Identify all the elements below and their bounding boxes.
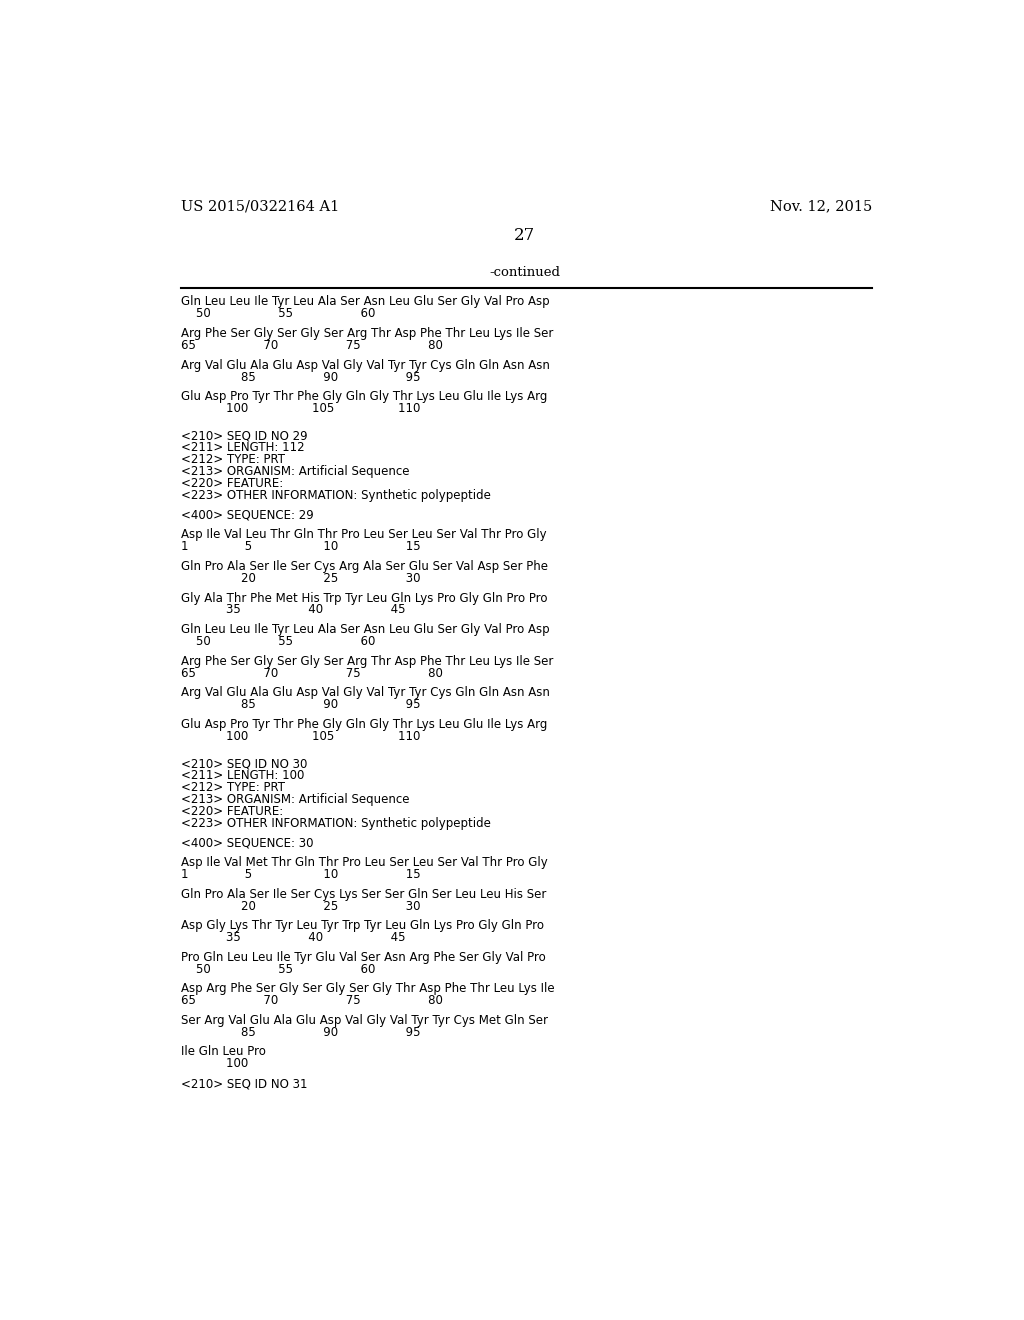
Text: 35                  40                  45: 35 40 45 bbox=[180, 603, 406, 616]
Text: <213> ORGANISM: Artificial Sequence: <213> ORGANISM: Artificial Sequence bbox=[180, 793, 410, 807]
Text: 100                 105                 110: 100 105 110 bbox=[180, 403, 420, 414]
Text: 85                  90                  95: 85 90 95 bbox=[180, 1026, 420, 1039]
Text: 1               5                   10                  15: 1 5 10 15 bbox=[180, 540, 420, 553]
Text: <400> SEQUENCE: 29: <400> SEQUENCE: 29 bbox=[180, 508, 313, 521]
Text: 50                  55                  60: 50 55 60 bbox=[180, 962, 375, 975]
Text: 27: 27 bbox=[514, 227, 536, 244]
Text: Ile Gln Leu Pro: Ile Gln Leu Pro bbox=[180, 1045, 265, 1059]
Text: <223> OTHER INFORMATION: Synthetic polypeptide: <223> OTHER INFORMATION: Synthetic polyp… bbox=[180, 817, 490, 830]
Text: 85                  90                  95: 85 90 95 bbox=[180, 371, 420, 384]
Text: Asp Gly Lys Thr Tyr Leu Tyr Trp Tyr Leu Gln Lys Pro Gly Gln Pro: Asp Gly Lys Thr Tyr Leu Tyr Trp Tyr Leu … bbox=[180, 919, 544, 932]
Text: 100                 105                 110: 100 105 110 bbox=[180, 730, 420, 743]
Text: 35                  40                  45: 35 40 45 bbox=[180, 931, 406, 944]
Text: -continued: -continued bbox=[489, 265, 560, 279]
Text: <211> LENGTH: 112: <211> LENGTH: 112 bbox=[180, 441, 304, 454]
Text: Gln Leu Leu Ile Tyr Leu Ala Ser Asn Leu Glu Ser Gly Val Pro Asp: Gln Leu Leu Ile Tyr Leu Ala Ser Asn Leu … bbox=[180, 296, 549, 309]
Text: <211> LENGTH: 100: <211> LENGTH: 100 bbox=[180, 770, 304, 781]
Text: 20                  25                  30: 20 25 30 bbox=[180, 899, 420, 912]
Text: Arg Val Glu Ala Glu Asp Val Gly Val Tyr Tyr Cys Gln Gln Asn Asn: Arg Val Glu Ala Glu Asp Val Gly Val Tyr … bbox=[180, 359, 550, 372]
Text: <220> FEATURE:: <220> FEATURE: bbox=[180, 805, 283, 818]
Text: <212> TYPE: PRT: <212> TYPE: PRT bbox=[180, 453, 285, 466]
Text: 65                  70                  75                  80: 65 70 75 80 bbox=[180, 339, 442, 352]
Text: Gln Pro Ala Ser Ile Ser Cys Lys Ser Ser Gln Ser Leu Leu His Ser: Gln Pro Ala Ser Ile Ser Cys Lys Ser Ser … bbox=[180, 887, 546, 900]
Text: Nov. 12, 2015: Nov. 12, 2015 bbox=[770, 199, 872, 213]
Text: 1               5                   10                  15: 1 5 10 15 bbox=[180, 869, 420, 880]
Text: <220> FEATURE:: <220> FEATURE: bbox=[180, 478, 283, 490]
Text: Arg Val Glu Ala Glu Asp Val Gly Val Tyr Tyr Cys Gln Gln Asn Asn: Arg Val Glu Ala Glu Asp Val Gly Val Tyr … bbox=[180, 686, 550, 700]
Text: <400> SEQUENCE: 30: <400> SEQUENCE: 30 bbox=[180, 837, 313, 849]
Text: Glu Asp Pro Tyr Thr Phe Gly Gln Gly Thr Lys Leu Glu Ile Lys Arg: Glu Asp Pro Tyr Thr Phe Gly Gln Gly Thr … bbox=[180, 391, 547, 403]
Text: Glu Asp Pro Tyr Thr Phe Gly Gln Gly Thr Lys Leu Glu Ile Lys Arg: Glu Asp Pro Tyr Thr Phe Gly Gln Gly Thr … bbox=[180, 718, 547, 731]
Text: 20                  25                  30: 20 25 30 bbox=[180, 572, 420, 585]
Text: Gly Ala Thr Phe Met His Trp Tyr Leu Gln Lys Pro Gly Gln Pro Pro: Gly Ala Thr Phe Met His Trp Tyr Leu Gln … bbox=[180, 591, 547, 605]
Text: Arg Phe Ser Gly Ser Gly Ser Arg Thr Asp Phe Thr Leu Lys Ile Ser: Arg Phe Ser Gly Ser Gly Ser Arg Thr Asp … bbox=[180, 327, 553, 341]
Text: 100: 100 bbox=[180, 1057, 248, 1071]
Text: 50                  55                  60: 50 55 60 bbox=[180, 308, 375, 321]
Text: 65                  70                  75                  80: 65 70 75 80 bbox=[180, 994, 442, 1007]
Text: Gln Pro Ala Ser Ile Ser Cys Arg Ala Ser Glu Ser Val Asp Ser Phe: Gln Pro Ala Ser Ile Ser Cys Arg Ala Ser … bbox=[180, 560, 548, 573]
Text: Ser Arg Val Glu Ala Glu Asp Val Gly Val Tyr Tyr Cys Met Gln Ser: Ser Arg Val Glu Ala Glu Asp Val Gly Val … bbox=[180, 1014, 548, 1027]
Text: Asp Ile Val Leu Thr Gln Thr Pro Leu Ser Leu Ser Val Thr Pro Gly: Asp Ile Val Leu Thr Gln Thr Pro Leu Ser … bbox=[180, 528, 547, 541]
Text: 85                  90                  95: 85 90 95 bbox=[180, 698, 420, 711]
Text: <213> ORGANISM: Artificial Sequence: <213> ORGANISM: Artificial Sequence bbox=[180, 465, 410, 478]
Text: 50                  55                  60: 50 55 60 bbox=[180, 635, 375, 648]
Text: Asp Arg Phe Ser Gly Ser Gly Ser Gly Thr Asp Phe Thr Leu Lys Ile: Asp Arg Phe Ser Gly Ser Gly Ser Gly Thr … bbox=[180, 982, 554, 995]
Text: <210> SEQ ID NO 31: <210> SEQ ID NO 31 bbox=[180, 1077, 307, 1090]
Text: Asp Ile Val Met Thr Gln Thr Pro Leu Ser Leu Ser Val Thr Pro Gly: Asp Ile Val Met Thr Gln Thr Pro Leu Ser … bbox=[180, 855, 548, 869]
Text: <210> SEQ ID NO 29: <210> SEQ ID NO 29 bbox=[180, 429, 307, 442]
Text: <212> TYPE: PRT: <212> TYPE: PRT bbox=[180, 781, 285, 793]
Text: US 2015/0322164 A1: US 2015/0322164 A1 bbox=[180, 199, 339, 213]
Text: 65                  70                  75                  80: 65 70 75 80 bbox=[180, 667, 442, 680]
Text: <223> OTHER INFORMATION: Synthetic polypeptide: <223> OTHER INFORMATION: Synthetic polyp… bbox=[180, 490, 490, 502]
Text: Gln Leu Leu Ile Tyr Leu Ala Ser Asn Leu Glu Ser Gly Val Pro Asp: Gln Leu Leu Ile Tyr Leu Ala Ser Asn Leu … bbox=[180, 623, 549, 636]
Text: <210> SEQ ID NO 30: <210> SEQ ID NO 30 bbox=[180, 758, 307, 770]
Text: Arg Phe Ser Gly Ser Gly Ser Arg Thr Asp Phe Thr Leu Lys Ile Ser: Arg Phe Ser Gly Ser Gly Ser Arg Thr Asp … bbox=[180, 655, 553, 668]
Text: Pro Gln Leu Leu Ile Tyr Glu Val Ser Asn Arg Phe Ser Gly Val Pro: Pro Gln Leu Leu Ile Tyr Glu Val Ser Asn … bbox=[180, 950, 546, 964]
